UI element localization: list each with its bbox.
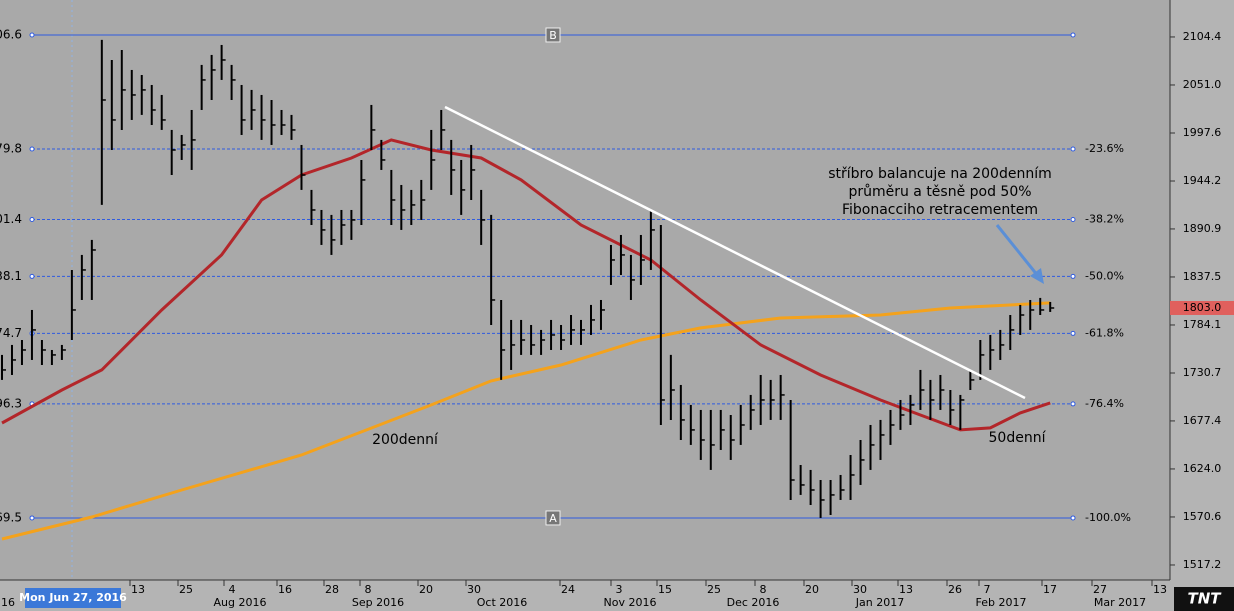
fib-handle [1070,32,1076,38]
fib-handle [1070,515,1076,521]
x-month-label: Dec 2016 [727,596,780,609]
cursor-label-box [25,588,121,608]
x-tick-label: 20 [805,583,819,596]
fib-right-label: -23.6% [1085,142,1124,155]
x-tick-label: 13 [131,583,145,596]
moving-average [1,138,1051,432]
x-tick-label: 7 [984,583,991,596]
x-tick-label: 8 [760,583,767,596]
y-tick-label: 1677.4 [1183,414,1222,427]
y-tick-label: 1517.2 [1183,558,1222,571]
x-month-label: Nov 2016 [604,596,657,609]
x-tick-label: 8 [365,583,372,596]
x-tick-label: 13 [1153,583,1167,596]
fib-left-label: 01.4 [0,212,22,226]
x-tick-label: 28 [325,583,339,596]
x-tick-label: 27 [1093,583,1107,596]
fib-right-label: -76.4% [1085,397,1124,410]
annotation: 200denní [372,432,439,448]
fib-handle [29,32,35,38]
x-month-label: Oct 2016 [477,596,528,609]
ma-layer [1,138,1051,541]
fib-handle [29,217,35,223]
y-tick-label: 1944.2 [1183,174,1222,187]
x-tick-label: 16 [278,583,292,596]
cursor-label: Mon Jun 27, 2016 [19,591,127,604]
fib-marker-box [545,510,561,526]
plot-area [0,0,1170,580]
annotation: stříbro balancuje na 200denním [828,166,1052,182]
fib-handle [1070,330,1076,336]
y-tick-label: 2051.0 [1183,78,1222,91]
x-tick-label: 24 [561,583,575,596]
annotation: 50denní [989,430,1047,446]
fib-left-label: 74.7 [0,326,22,340]
fib-marker: A [549,512,557,525]
annotation: Fibonacciho retracementem [842,202,1038,218]
fib-handle [1070,401,1076,407]
moving-average [1,301,1051,541]
x-tick-label: 20 [419,583,433,596]
y-tick-label: 1570.6 [1183,510,1222,523]
last-price-box [1170,300,1234,315]
fib-marker-box [545,27,561,43]
time-axis [0,580,1170,611]
x-tick-label: 25 [179,583,193,596]
fib-left-label: 96.3 [0,396,22,410]
y-tick-label: 1730.7 [1183,366,1222,379]
fib-handle [29,146,35,152]
x-tick-label: 17 [1043,583,1057,596]
y-tick-label: 1890.9 [1183,222,1222,235]
x-tick-label: 30 [467,583,481,596]
x-month-label: Mar 2017 [1094,596,1146,609]
fib-right-label: -61.8% [1085,326,1124,339]
x-tick-label: 15 [658,583,672,596]
x-month-label: 16 [1,596,15,609]
fib-marker: B [549,29,557,42]
fib-right-label: -50.0% [1085,269,1124,282]
x-month-label: Aug 2016 [214,596,267,609]
y-tick-label: 1997.6 [1183,126,1222,139]
fib-left-label: 38.1 [0,269,22,283]
x-tick-label: 3 [616,583,623,596]
fib-handle [29,515,35,521]
logo-box [1174,587,1234,611]
fib-left-label: 79.8 [0,142,22,156]
x-month-label: Sep 2016 [352,596,404,609]
arrow-head [1030,268,1044,284]
x-tick-label: 25 [707,583,721,596]
arrow [995,224,1040,277]
bar-layer [0,39,1055,518]
x-month-label: Feb 2017 [976,596,1027,609]
y-tick-label: 1837.5 [1183,270,1222,283]
x-tick-label: 13 [899,583,913,596]
fib-right-label: -38.2% [1085,213,1124,226]
x-tick-label: 26 [948,583,962,596]
fib-handle [1070,146,1076,152]
fib-left-label: 69.5 [0,510,22,524]
fib-right-label: -100.0% [1085,511,1131,524]
last-price-label: 1803.0 [1183,301,1222,314]
x-tick-label: 30 [853,583,867,596]
x-month-label: Jan 2017 [855,596,904,609]
y-tick-label: 2104.4 [1183,30,1222,43]
fib-handle [1070,217,1076,223]
y-tick-label: 1624.0 [1183,462,1222,475]
logo: TNT [1187,590,1222,608]
annotation: průměru a těsně pod 50% [848,184,1031,200]
fib-handle [29,273,35,279]
fib-left-label: 06.6 [0,27,22,41]
trend-line [444,105,1026,400]
y-tick-label: 1784.1 [1183,318,1222,331]
x-tick-label: 4 [229,583,236,596]
fib-handle [1070,273,1076,279]
